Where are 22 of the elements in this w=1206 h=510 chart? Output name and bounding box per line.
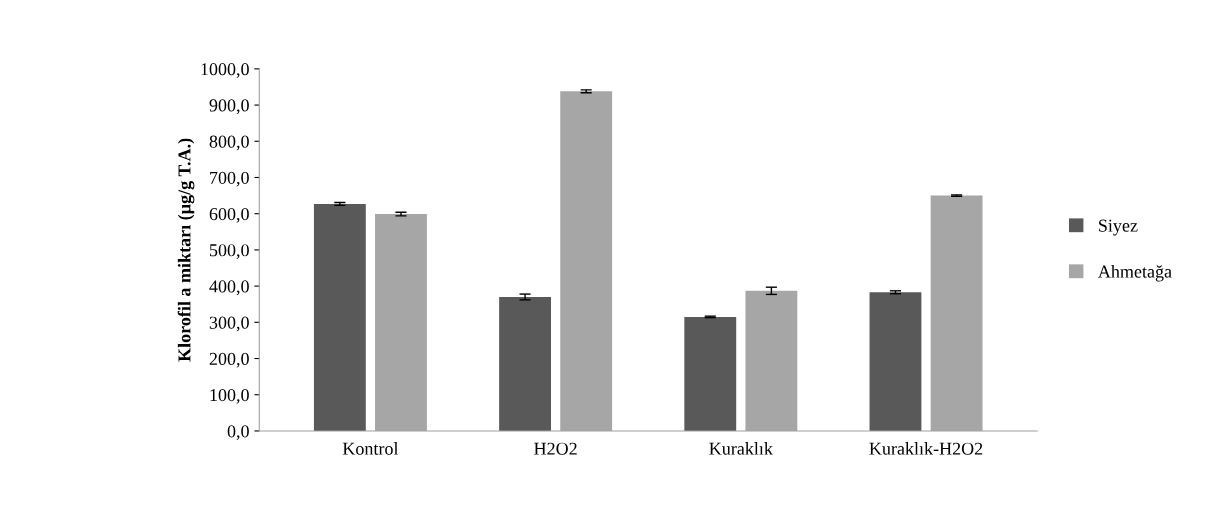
y-tick-label: 300,0 xyxy=(209,316,249,332)
bar xyxy=(869,292,922,431)
legend-label: Ahmetağa xyxy=(1098,265,1172,282)
x-tick-label: Kuraklık-H2O2 xyxy=(869,442,983,455)
x-tick-label: Kontrol xyxy=(342,442,399,455)
y-tick-label: 800,0 xyxy=(209,135,249,151)
y-tick-label: 500,0 xyxy=(209,244,249,259)
bar xyxy=(313,203,366,431)
y-tick-label: 900,0 xyxy=(209,99,249,115)
y-tick-label: 200,0 xyxy=(209,352,249,368)
y-tick-label: 1000,0 xyxy=(201,63,249,78)
y-tick-label: 0,0 xyxy=(227,425,249,440)
x-tick-label: Kuraklık xyxy=(709,442,773,455)
bar xyxy=(499,296,551,431)
x-tick-label: H2O2 xyxy=(534,442,577,455)
bar xyxy=(684,316,737,431)
legend-label: Siyez xyxy=(1099,219,1138,236)
y-tick-label: 700,0 xyxy=(210,171,249,187)
y-tick-label: 100,0 xyxy=(210,389,249,404)
y-tick-label: 600,0 xyxy=(209,207,249,223)
y-axis-title: Klorofil a miktarı (µg/g T.A.) xyxy=(177,138,195,362)
y-tick-label: 400,0 xyxy=(209,280,249,296)
